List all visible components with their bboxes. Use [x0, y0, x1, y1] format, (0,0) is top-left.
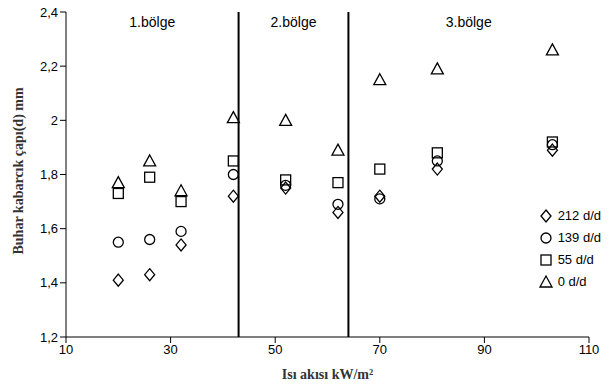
svg-text:70: 70	[373, 342, 387, 357]
svg-text:Isı akısı kW/m²: Isı akısı kW/m²	[282, 367, 373, 382]
svg-text:110: 110	[579, 342, 600, 357]
svg-text:1.bölge: 1.bölge	[129, 14, 175, 30]
html-text:0 d/d: 0 d/d	[557, 274, 587, 289]
svg-text:Buhar kabarcık çapı(d) mm: Buhar kabarcık çapı(d) mm	[11, 87, 27, 254]
html-text:212 d/d: 212 d/d	[557, 208, 601, 223]
svg-text:30: 30	[163, 342, 177, 357]
svg-text:1,8: 1,8	[40, 167, 58, 182]
svg-text:50: 50	[268, 342, 282, 357]
html-text:55 d/d: 55 d/d	[557, 252, 594, 267]
svg-text:1,2: 1,2	[40, 330, 58, 345]
svg-text:2,4: 2,4	[40, 5, 58, 20]
svg-text:2: 2	[51, 113, 58, 128]
svg-text:10: 10	[59, 342, 73, 357]
svg-text:2,2: 2,2	[40, 59, 58, 74]
svg-text:3.bölge: 3.bölge	[446, 14, 492, 30]
svg-text:2.bölge: 2.bölge	[271, 14, 317, 30]
html-text:139 d/d: 139 d/d	[557, 230, 601, 245]
svg-text:1,4: 1,4	[40, 275, 58, 290]
svg-text:90: 90	[477, 342, 491, 357]
svg-text:1,6: 1,6	[40, 221, 58, 236]
